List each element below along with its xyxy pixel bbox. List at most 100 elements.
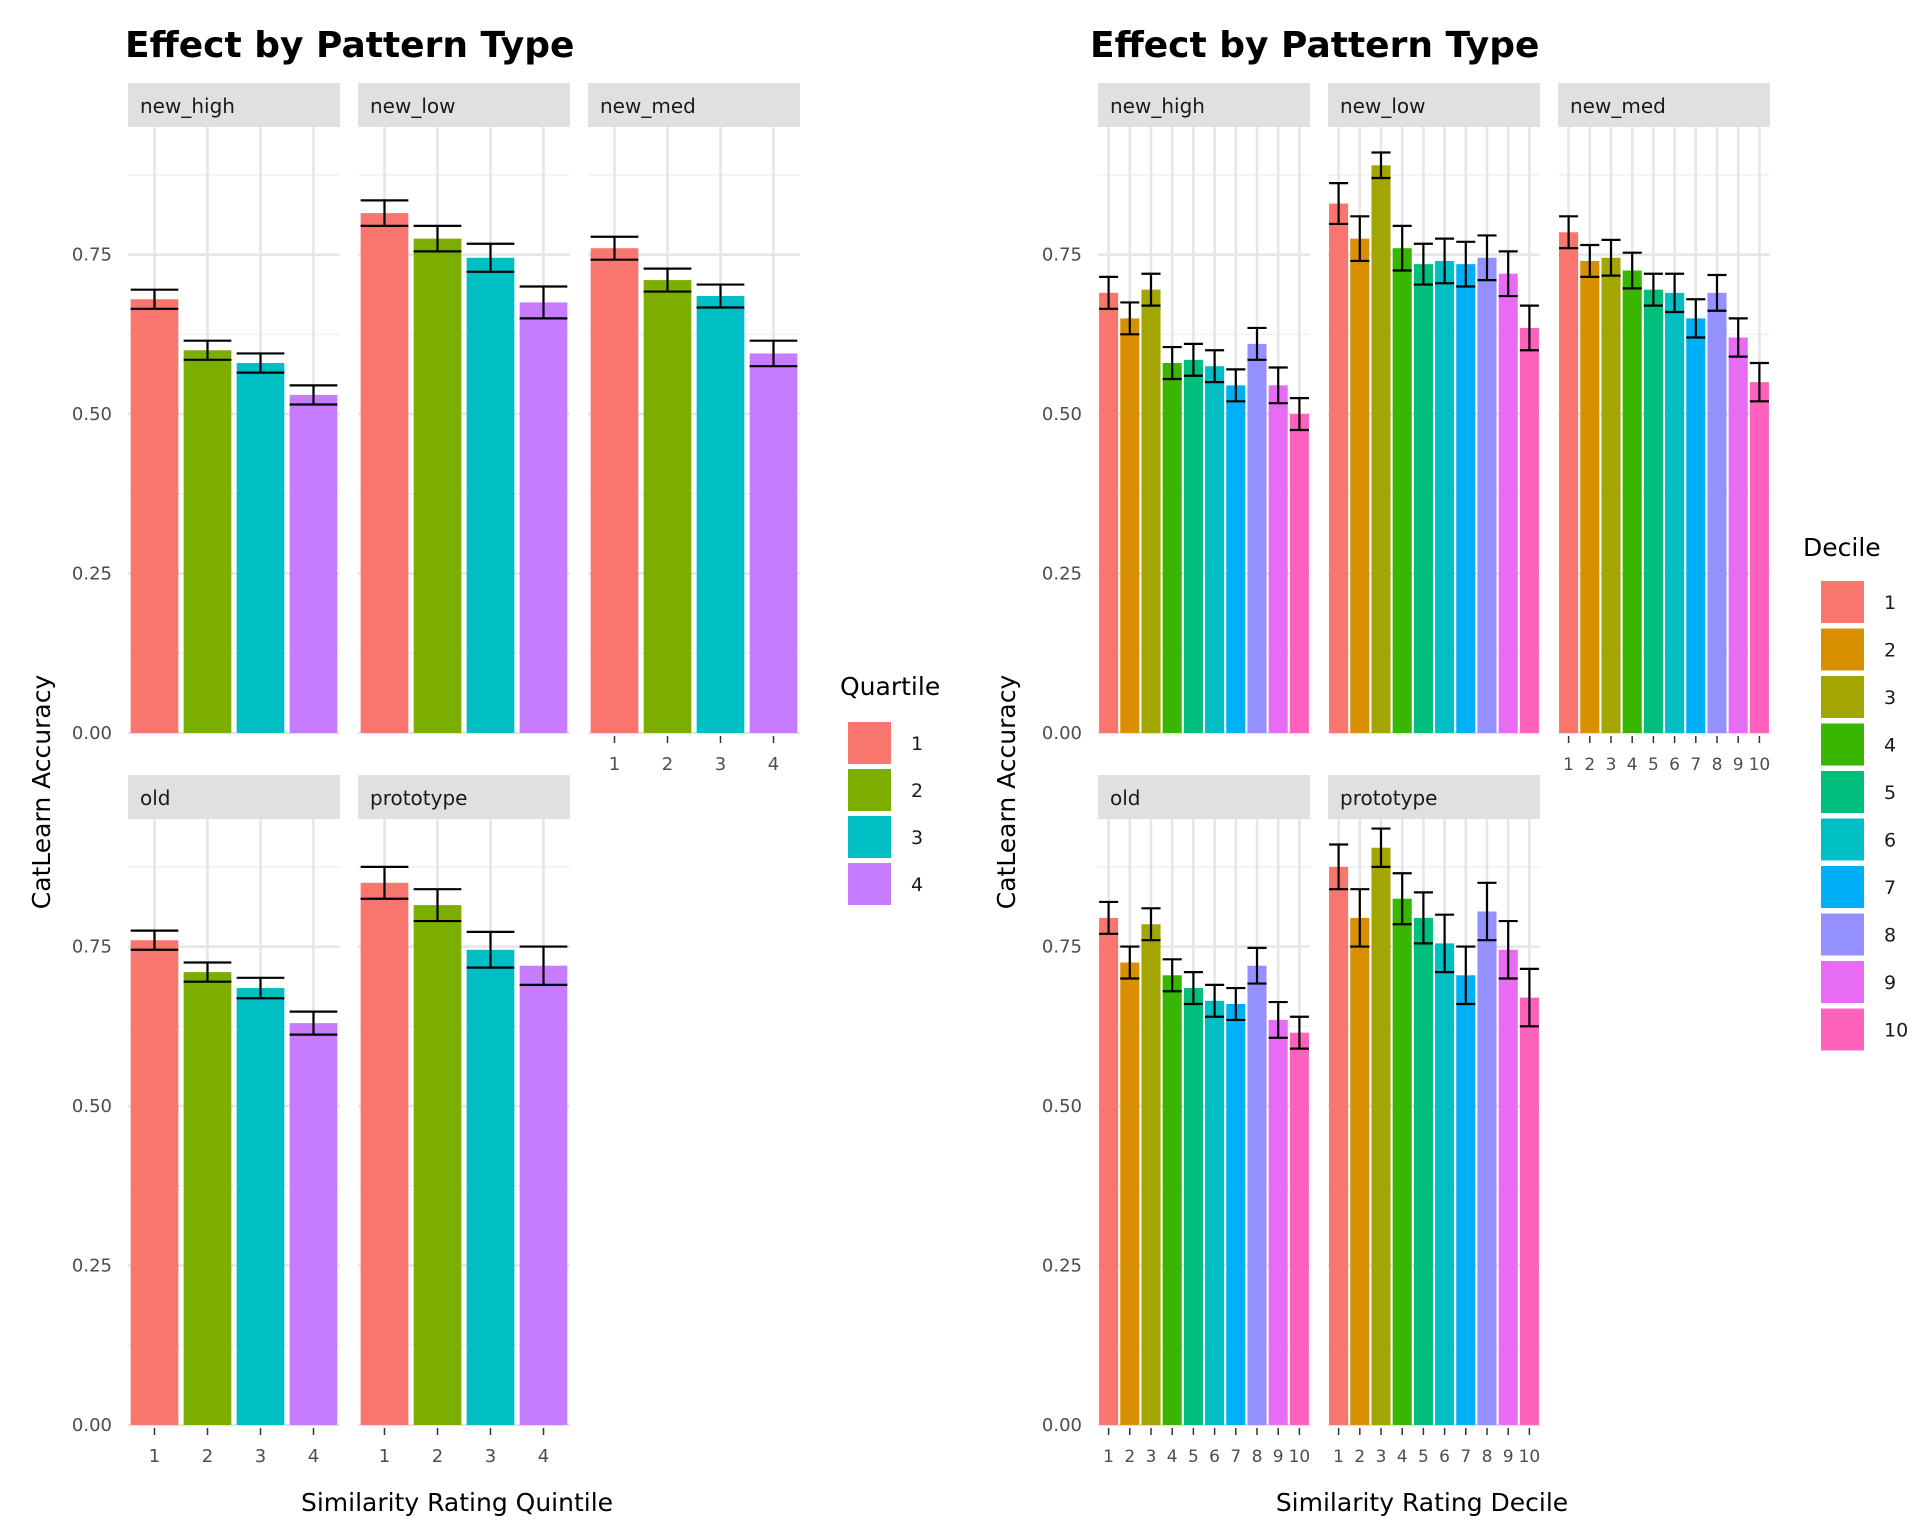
error-bar-old-1: [130, 929, 179, 951]
x-tick-label: 5: [1648, 755, 1659, 775]
error-bar-prototype-3: [466, 930, 515, 969]
error-bar-new_high-2: [1120, 301, 1140, 336]
bar-new_med-10: [1749, 382, 1769, 733]
legend-key-4: [848, 863, 891, 905]
right-x-axis-title: Similarity Rating Decile: [1276, 1488, 1568, 1517]
bar-old-3: [1141, 924, 1161, 1425]
bar-prototype-6: [1435, 943, 1455, 1425]
facet-strip-label: prototype: [370, 786, 467, 810]
bar-new_high-3: [1141, 289, 1161, 733]
y-tick-label: 0.00: [72, 723, 112, 744]
x-tick-label: 10: [1519, 1447, 1541, 1467]
bar-prototype-9: [1498, 949, 1518, 1425]
error-bar-new_low-3: [466, 242, 515, 273]
x-tick-label: 8: [1482, 1447, 1493, 1467]
legend-label-8: 8: [1884, 925, 1896, 947]
error-bar-new_low-2: [413, 224, 462, 253]
right-legend-title: Decile: [1803, 533, 1881, 562]
facet-strip-label: new_low: [1340, 94, 1426, 118]
legend-key-6: [1821, 818, 1864, 861]
error-bar-new_low-6: [1435, 237, 1455, 285]
y-tick-label: 0.00: [1042, 723, 1082, 744]
error-bar-old-5: [1183, 970, 1203, 1006]
right-chart-title: Effect by Pattern Type: [1090, 25, 1539, 66]
x-tick-label: 9: [1733, 755, 1744, 775]
bar-new_low-5: [1413, 264, 1433, 733]
facet-strip: [588, 83, 800, 127]
bar-prototype-5: [1413, 917, 1433, 1425]
error-bar-old-2: [183, 961, 232, 983]
x-tick-label: 1: [609, 754, 620, 775]
y-tick-label: 0.50: [72, 404, 112, 425]
legend-key-4: [1821, 723, 1864, 766]
error-bar-prototype-8: [1477, 881, 1497, 942]
error-bar-new_low-9: [1498, 250, 1518, 298]
error-bar-new_med-4: [749, 339, 798, 368]
bar-old-4: [1162, 975, 1182, 1425]
error-bar-prototype-10: [1519, 967, 1539, 1028]
bar-new_med-4: [1622, 270, 1642, 733]
bar-new_med-1: [1559, 232, 1579, 733]
bar-prototype-4: [519, 965, 568, 1425]
error-bar-new_low-4: [1392, 224, 1412, 272]
bar-new_high-9: [1268, 385, 1288, 733]
legend-label-7: 7: [1884, 877, 1896, 899]
error-bar-new_low-3: [1371, 151, 1391, 180]
bar-prototype-1: [360, 882, 409, 1425]
bar-prototype-4: [1392, 898, 1412, 1425]
bar-new_low-3: [466, 257, 515, 733]
bar-new_med-3: [1601, 257, 1621, 733]
error-bar-prototype-5: [1413, 891, 1433, 945]
bar-prototype-3: [466, 949, 515, 1425]
y-tick-label: 0.50: [72, 1096, 112, 1117]
x-tick-label: 1: [149, 1446, 160, 1467]
bar-new_high-2: [1120, 318, 1140, 733]
bar-new_high-1: [1099, 292, 1119, 733]
bar-new_low-6: [1435, 260, 1455, 733]
x-tick-label: 9: [1273, 1447, 1284, 1467]
legend-key-10: [1821, 1008, 1864, 1051]
bar-new_high-7: [1226, 385, 1246, 733]
right-panel-new_med: new_med 1 2 3 4 5 6 7 8 9 10: [1558, 83, 1770, 775]
y-tick-label: 0.50: [1042, 1096, 1082, 1117]
left-panel-new_med: new_med 1 2 3 4: [588, 83, 800, 775]
facet-strip-label: new_med: [600, 94, 696, 118]
error-bar-new_low-8: [1477, 234, 1497, 282]
facet-strip: [358, 775, 570, 819]
facet-strip: [1098, 775, 1310, 819]
bar-prototype-3: [1371, 847, 1391, 1425]
error-bar-new_high-4: [289, 384, 338, 406]
bar-new_high-8: [1247, 343, 1267, 733]
error-bar-new_med-2: [1580, 243, 1600, 279]
facet-strip-label: old: [1110, 786, 1141, 810]
bar-old-10: [1289, 1032, 1309, 1425]
x-tick-label: 5: [1188, 1447, 1199, 1467]
facet-strip-label: new_high: [1110, 94, 1205, 118]
bar-old-1: [130, 940, 179, 1425]
error-bar-new_med-5: [1643, 272, 1663, 307]
right-panel-new_high: new_high 0.00 0.25 0.50 0.75: [1042, 83, 1310, 744]
legend-label-3: 3: [911, 827, 923, 849]
error-bar-new_high-2: [183, 339, 232, 361]
bar-prototype-1: [1329, 866, 1349, 1425]
error-bar-old-6: [1205, 983, 1225, 1018]
y-tick-label: 0.75: [72, 937, 112, 958]
legend-key-2: [848, 769, 891, 811]
bar-new_med-5: [1643, 289, 1663, 733]
error-bar-new_high-1: [1099, 275, 1119, 310]
x-tick-label: 4: [1627, 755, 1638, 775]
legend-key-7: [1821, 866, 1864, 908]
legend-label-1: 1: [1884, 592, 1896, 614]
legend-key-3: [1821, 676, 1864, 718]
error-bar-prototype-1: [360, 865, 409, 900]
left-chart-title: Effect by Pattern Type: [125, 25, 574, 66]
error-bar-new_med-2: [643, 267, 692, 293]
bar-new_high-2: [183, 350, 232, 733]
x-tick-label: 2: [662, 754, 673, 775]
facet-strip-label: new_high: [140, 94, 235, 118]
bar-new_low-8: [1477, 257, 1497, 733]
bar-old-2: [1120, 962, 1140, 1425]
bar-new_med-1: [590, 248, 639, 733]
error-bar-old-7: [1226, 986, 1246, 1022]
